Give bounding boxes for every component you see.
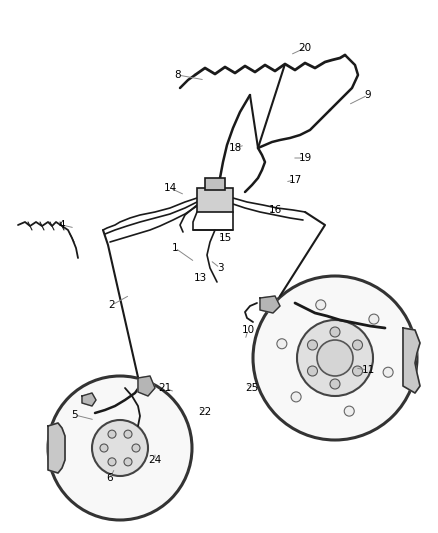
Text: 22: 22 [198,407,211,417]
Circle shape [368,314,378,324]
Circle shape [352,340,362,350]
Circle shape [352,366,362,376]
Circle shape [100,444,108,452]
Text: 14: 14 [163,183,176,193]
Text: 19: 19 [298,153,311,163]
Text: 1: 1 [171,243,178,253]
Text: 6: 6 [106,473,113,483]
Text: 16: 16 [268,205,281,215]
FancyBboxPatch shape [197,188,233,212]
Text: 11: 11 [360,365,374,375]
FancyBboxPatch shape [205,178,225,190]
Text: 24: 24 [148,455,161,465]
Circle shape [132,444,140,452]
Circle shape [329,327,339,337]
Text: 13: 13 [193,273,206,283]
Text: 18: 18 [228,143,241,153]
Circle shape [124,430,132,438]
Polygon shape [82,393,96,406]
Circle shape [329,379,339,389]
Circle shape [315,300,325,310]
Text: 3: 3 [216,263,223,273]
Text: 20: 20 [298,43,311,53]
Polygon shape [48,423,65,473]
Circle shape [92,420,148,476]
Polygon shape [138,376,155,396]
Circle shape [124,458,132,466]
Text: 21: 21 [158,383,171,393]
Circle shape [297,320,372,396]
Circle shape [343,406,353,416]
Circle shape [316,340,352,376]
Circle shape [108,430,116,438]
Polygon shape [259,296,279,313]
Text: 4: 4 [59,220,65,230]
Circle shape [108,458,116,466]
Text: 9: 9 [364,90,371,100]
Text: 17: 17 [288,175,301,185]
Circle shape [382,367,392,377]
Text: 8: 8 [174,70,181,80]
Polygon shape [402,328,419,393]
Circle shape [290,392,300,402]
Text: 10: 10 [241,325,254,335]
Circle shape [252,276,416,440]
Text: 2: 2 [109,300,115,310]
Circle shape [307,366,317,376]
Circle shape [48,376,191,520]
Text: 5: 5 [71,410,78,420]
Text: 15: 15 [218,233,231,243]
Circle shape [276,339,286,349]
Text: 25: 25 [245,383,258,393]
Circle shape [307,340,317,350]
